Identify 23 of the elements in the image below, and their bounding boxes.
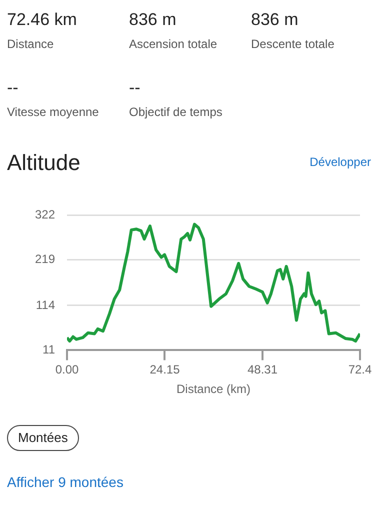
y-tick-label: 114 <box>36 298 56 312</box>
x-tick-label: 72.4 <box>348 362 372 377</box>
text: Descente totale <box>251 37 334 51</box>
x-tick-label: 0.00 <box>55 362 79 377</box>
chart-title: Altitude <box>7 150 80 176</box>
text: -- <box>129 78 140 98</box>
text: Objectif de temps <box>129 105 222 119</box>
y-tick-label: 219 <box>34 252 56 266</box>
y-tick-label: 322 <box>34 208 56 222</box>
text: -- <box>7 78 18 98</box>
text: Développer <box>310 155 371 169</box>
text: Montées <box>7 425 79 451</box>
text: 836 m <box>251 10 298 30</box>
x-axis-title: Distance (km) <box>176 382 251 396</box>
text: Distance <box>7 37 54 51</box>
x-tick-label: 24.15 <box>150 362 180 377</box>
text: Vitesse moyenne <box>7 105 99 119</box>
y-tick-label: 11 <box>42 342 56 357</box>
x-tick-label: 48.31 <box>247 362 278 377</box>
text: Ascension totale <box>129 37 218 51</box>
text: 836 m <box>129 10 176 30</box>
text: Afficher 9 montées <box>7 474 124 490</box>
text: 72.46 km <box>7 10 77 30</box>
